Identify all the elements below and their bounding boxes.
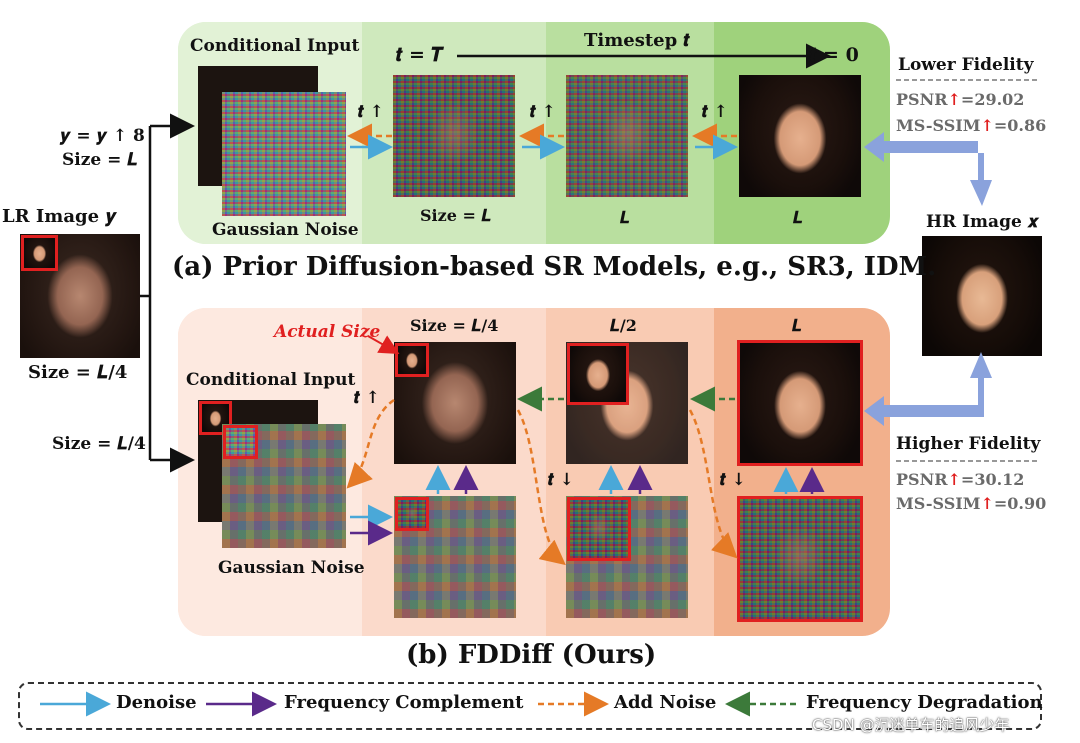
higher-msssim: MS-SSIM↑=0.90 (896, 494, 1046, 513)
higher-msssim-label: MS-SSIM (896, 494, 981, 513)
lr-image-label: LR Image 𝒚 (2, 206, 117, 227)
gaussian-noise-image-a (222, 92, 346, 216)
lower-psnr: PSNR↑=29.02 (896, 90, 1024, 109)
legend-add-noise-label: Add Noise (614, 692, 717, 713)
higher-msssim-arrow: ↑ (980, 494, 994, 513)
t-down-label-b1: 𝒕 ↓ (548, 470, 574, 490)
higher-fidelity-title: Higher Fidelity (896, 434, 1041, 454)
gaussian-noise-actual-size (223, 425, 258, 459)
branch-lines (140, 113, 195, 473)
higher-psnr-label: PSNR (896, 470, 948, 489)
higher-psnr-arrow: ↑ (947, 470, 961, 489)
t-start-label: 𝒕 = 𝑻 (396, 44, 443, 66)
t-up-label-b: 𝒕 ↑ (354, 388, 380, 408)
legend-freq-complement-label: Frequency Complement (284, 692, 524, 713)
denoised-L4-actual-size (395, 343, 429, 377)
gaussian-noise-label-a: Gaussian Noise (212, 220, 359, 240)
lower-msssim-label: MS-SSIM (896, 116, 981, 135)
lower-fidelity-title: Lower Fidelity (898, 55, 1034, 75)
actual-size-pointer (367, 335, 400, 354)
lr-size-label: Size = 𝑳/4 (28, 362, 128, 383)
t-up-label-a3: 𝒕 ↑ (702, 102, 728, 122)
gaussian-noise-label-b: Gaussian Noise (218, 558, 365, 578)
noise-L4-actual-size (395, 497, 429, 531)
L2-label-b: 𝑳/2 (610, 316, 637, 335)
noisy-image-mid (566, 75, 688, 197)
timestep-label: Timestep 𝒕 (584, 30, 690, 51)
legend-denoise-label: Denoise (116, 692, 197, 713)
output-image-a (739, 75, 861, 197)
watermark: CSDN @沉迷单车的追风少年 (812, 716, 1010, 734)
lr-image-actual-size (21, 235, 58, 271)
legend-freq-degradation-label: Frequency Degradation (806, 692, 1043, 713)
lower-psnr-arrow: ↑ (947, 90, 961, 109)
t-down-label-b2: 𝒕 ↓ (720, 470, 746, 490)
lower-msssim-value: =0.86 (993, 116, 1047, 135)
add-noise-curve-b1 (346, 398, 395, 489)
add-noise-curve-b3 (688, 409, 738, 559)
top-branch-size: Size = 𝑳 (62, 150, 138, 170)
L-label-a2: 𝑳 (620, 208, 630, 227)
size-L4-label-b: Size = 𝑳/4 (410, 316, 499, 335)
legend-box (18, 682, 1042, 730)
L-label-b: 𝑳 (792, 316, 802, 335)
top-branch-eq: 𝒚 = 𝒚 ↑ 8 (60, 126, 145, 146)
lower-psnr-label: PSNR (896, 90, 948, 109)
caption-b: (b) FDDiff (Ours) (406, 640, 657, 670)
t-end-label: 𝒕 = 0 (810, 44, 859, 66)
noisy-image-T (393, 75, 515, 197)
hr-image (922, 236, 1042, 356)
cond-input-label-b: Conditional Input (186, 370, 356, 390)
t-up-label-a1: 𝒕 ↑ (358, 102, 384, 122)
caption-a: (a) Prior Diffusion-based SR Models, e.g… (172, 252, 937, 282)
noise-image-L (737, 496, 863, 622)
bottom-branch-size: Size = 𝑳/4 (52, 434, 146, 454)
cond-input-label-a: Conditional Input (190, 36, 360, 56)
higher-psnr: PSNR↑=30.12 (896, 470, 1024, 489)
higher-msssim-value: =0.90 (993, 494, 1047, 513)
denoised-L2-actual-size (567, 343, 629, 405)
add-noise-curve-b2 (516, 409, 566, 566)
t-up-label-a2: 𝒕 ↑ (530, 102, 556, 122)
size-L-label-a: Size = 𝑳 (420, 206, 492, 225)
lower-msssim: MS-SSIM↑=0.86 (896, 116, 1046, 135)
higher-psnr-value: =30.12 (960, 470, 1025, 489)
noise-L2-actual-size (567, 497, 631, 561)
lower-msssim-arrow: ↑ (980, 116, 994, 135)
denoised-image-L (737, 340, 863, 466)
hr-image-label: HR Image 𝒙 (926, 212, 1039, 232)
fat-arrows (864, 132, 992, 426)
actual-size-label: Actual Size (274, 322, 381, 342)
L-label-a3: 𝑳 (793, 208, 803, 227)
lower-psnr-value: =29.02 (960, 90, 1025, 109)
